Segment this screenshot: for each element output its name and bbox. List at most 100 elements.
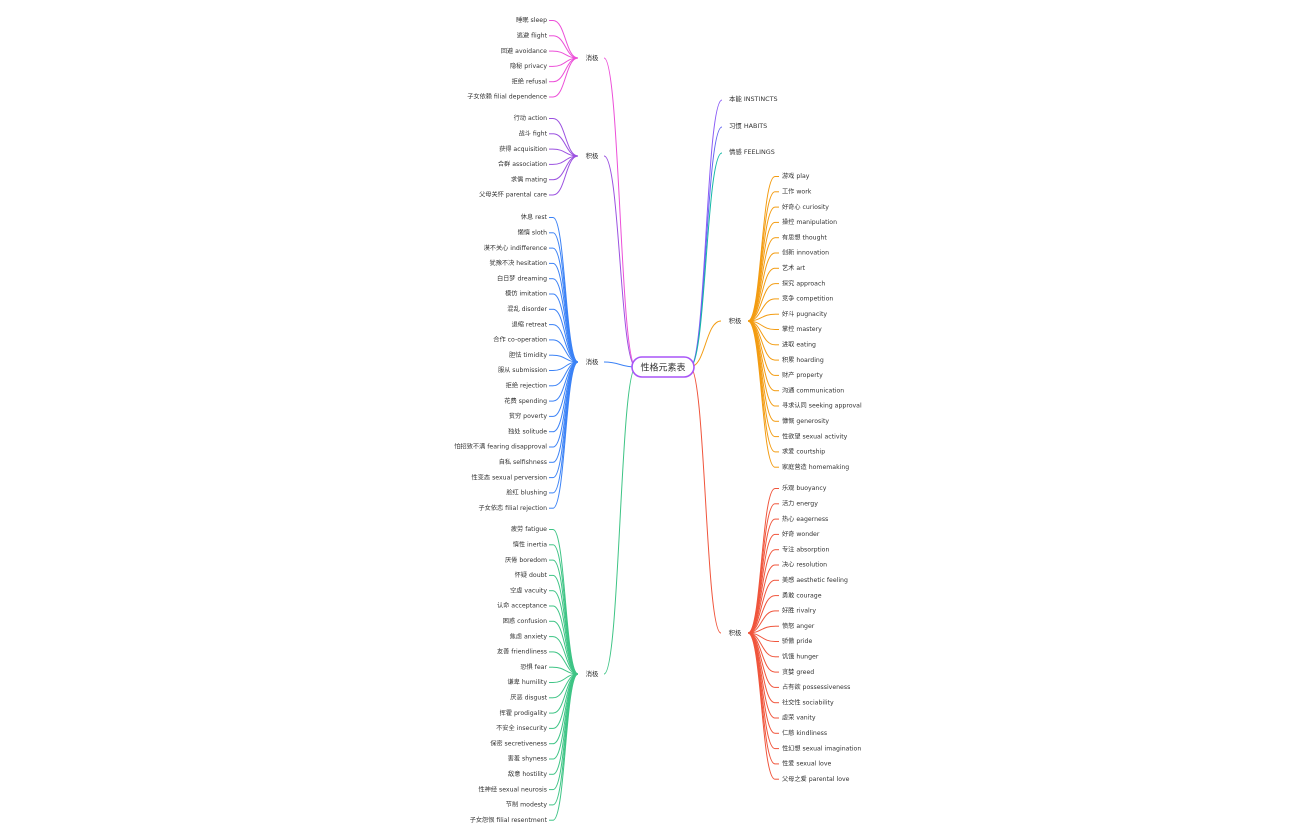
leaf-node[interactable]: 游戏 play [782, 172, 810, 180]
leaf-node[interactable]: 求爱 courtship [782, 448, 825, 456]
leaf-node[interactable]: 好奇 wonder [782, 530, 820, 538]
leaf-node[interactable]: 自私 selfishness [499, 458, 547, 466]
top-level-node[interactable]: 习惯 HABITS [729, 121, 767, 130]
leaf-node[interactable]: 恐惧 fear [520, 663, 547, 671]
leaf-node[interactable]: 惰性 inertia [513, 541, 547, 549]
leaf-node[interactable]: 厌恶 disgust [510, 695, 547, 702]
leaf-node[interactable]: 隐秘 privacy [510, 62, 547, 70]
leaf-node[interactable]: 疲劳 fatigue [511, 525, 547, 533]
leaf-node[interactable]: 空虚 vacuity [510, 586, 547, 594]
leaf-node[interactable]: 竞争 competition [782, 295, 833, 303]
leaf-node[interactable]: 敌意 hostility [508, 770, 547, 778]
top-level-node[interactable]: 情感 FEELINGS [729, 147, 775, 156]
leaf-node[interactable]: 好胜 rivalry [782, 607, 816, 615]
leaf-node[interactable]: 好奇心 curiosity [782, 203, 829, 211]
leaf-node[interactable]: 混乱 disorder [507, 305, 547, 313]
leaf-node[interactable]: 认命 acceptance [497, 602, 547, 610]
leaf-node[interactable]: 占有欲 possessiveness [782, 683, 850, 691]
leaf-node[interactable]: 社交性 sociability [782, 698, 834, 706]
leaf-node[interactable]: 专注 absorption [782, 545, 829, 553]
leaf-node[interactable]: 贪婪 greed [782, 668, 814, 676]
leaf-node[interactable]: 慷慨 generosity [782, 417, 829, 425]
leaf-node[interactable]: 逃避 flight [517, 32, 548, 40]
leaf-node[interactable]: 不安全 insecurity [496, 724, 547, 732]
leaf-node[interactable]: 进取 eating [782, 341, 816, 349]
branch-node-r2[interactable]: 积极 [729, 628, 742, 637]
leaf-node[interactable]: 有思想 thought [782, 233, 827, 241]
leaf-node[interactable]: 战斗 fight [518, 130, 547, 138]
leaf-node[interactable]: 子女依恋 filial rejection [478, 504, 547, 512]
leaf-node[interactable]: 退缩 retreat [512, 320, 548, 328]
leaf-node[interactable]: 工作 work [782, 188, 812, 196]
leaf-node[interactable]: 美感 aesthetic feeling [782, 576, 848, 584]
leaf-node[interactable]: 友善 friendliness [497, 648, 547, 656]
leaf-node[interactable]: 寻求认同 seeking approval [782, 402, 862, 410]
leaf-node[interactable]: 活力 energy [782, 500, 818, 508]
leaf-node[interactable]: 性变态 sexual perversion [472, 473, 548, 481]
leaf-node[interactable]: 虚荣 vanity [782, 714, 816, 722]
leaf-node[interactable]: 获得 acquisition [499, 145, 547, 153]
leaf-node[interactable]: 漠不关心 indifference [484, 244, 548, 252]
leaf-node[interactable]: 胆怯 timidity [509, 351, 547, 359]
branch-node-l4[interactable]: 消极 [586, 669, 599, 678]
leaf-node[interactable]: 行动 action [514, 114, 547, 122]
leaf-node[interactable]: 挥霍 prodigality [500, 709, 548, 717]
leaf-node[interactable]: 保密 secretiveness [490, 739, 547, 747]
leaf-node[interactable]: 愤怒 anger [782, 622, 815, 630]
leaf-node[interactable]: 合群 association [498, 160, 547, 168]
leaf-node[interactable]: 艺术 art [782, 264, 806, 272]
leaf-node[interactable]: 服从 submission [498, 367, 547, 374]
leaf-node[interactable]: 白日梦 dreaming [497, 274, 547, 282]
branch-node-l3[interactable]: 消极 [586, 357, 599, 366]
leaf-node[interactable]: 节制 modesty [506, 801, 548, 809]
leaf-node[interactable]: 合作 co-operation [493, 336, 547, 344]
leaf-node[interactable]: 探究 approach [782, 279, 825, 287]
leaf-node[interactable]: 拒绝 rejection [506, 382, 547, 390]
leaf-node[interactable]: 独处 solitude [508, 427, 547, 435]
leaf-node[interactable]: 脸红 blushing [506, 489, 547, 497]
branch-node-l1[interactable]: 消极 [586, 53, 599, 62]
leaf-node[interactable]: 骄傲 pride [782, 637, 812, 645]
leaf-node[interactable]: 贫穷 poverty [509, 412, 547, 420]
leaf-node[interactable]: 谦卑 humility [508, 678, 548, 686]
leaf-node[interactable]: 父母之爱 parental love [782, 775, 850, 783]
leaf-node[interactable]: 沟通 communication [782, 386, 844, 394]
leaf-node[interactable]: 怕招致不满 fearing disapproval [454, 443, 547, 451]
leaf-node[interactable]: 休息 rest [521, 213, 548, 221]
branch-node-l2[interactable]: 积极 [586, 151, 599, 160]
leaf-node[interactable]: 性欲望 sexual activity [782, 432, 848, 440]
leaf-node[interactable]: 饥饿 hunger [782, 653, 819, 661]
leaf-node[interactable]: 性神经 sexual neurosis [478, 785, 547, 793]
leaf-node[interactable]: 焦虑 anxiety [510, 632, 548, 640]
leaf-node[interactable]: 热心 eagerness [782, 515, 828, 523]
leaf-node[interactable]: 子女怨恨 filial resentment [470, 816, 548, 824]
leaf-node[interactable]: 勇敢 courage [782, 591, 822, 599]
branch-node-r1[interactable]: 积极 [729, 316, 742, 325]
leaf-node[interactable]: 财产 property [782, 371, 823, 379]
leaf-node[interactable]: 好斗 pugnacity [782, 310, 827, 318]
leaf-node[interactable]: 犹豫不决 hesitation [490, 259, 548, 267]
leaf-node[interactable]: 性爱 sexual love [782, 760, 831, 768]
leaf-node[interactable]: 模仿 imitation [505, 290, 547, 298]
leaf-node[interactable]: 困惑 confusion [503, 617, 547, 625]
leaf-node[interactable]: 掌控 mastery [782, 325, 822, 333]
leaf-node[interactable]: 积累 hoarding [782, 356, 824, 364]
leaf-node[interactable]: 花费 spending [504, 397, 547, 405]
leaf-node[interactable]: 回避 avoidance [501, 47, 547, 55]
leaf-node[interactable]: 操控 manipulation [782, 218, 837, 226]
leaf-node[interactable]: 性幻想 sexual imagination [782, 744, 861, 752]
root-node[interactable]: 性格元素表 [631, 356, 695, 378]
leaf-node[interactable]: 仁慈 kindliness [782, 729, 827, 737]
leaf-node[interactable]: 懒惰 sloth [518, 229, 547, 237]
leaf-node[interactable]: 父母关怀 parental care [479, 191, 547, 199]
leaf-node[interactable]: 乐观 buoyancy [782, 484, 827, 492]
leaf-node[interactable]: 睡眠 sleep [516, 16, 547, 24]
leaf-node[interactable]: 子女依赖 filial dependence [467, 93, 547, 101]
leaf-node[interactable]: 创新 innovation [782, 249, 829, 257]
leaf-node[interactable]: 决心 resolution [782, 561, 827, 569]
leaf-node[interactable]: 家庭营造 homemaking [782, 463, 849, 471]
leaf-node[interactable]: 厌倦 boredom [505, 556, 547, 564]
leaf-node[interactable]: 求偶 mating [511, 175, 547, 183]
leaf-node[interactable]: 怀疑 doubt [515, 571, 548, 579]
top-level-node[interactable]: 本能 INSTINCTS [729, 94, 778, 103]
